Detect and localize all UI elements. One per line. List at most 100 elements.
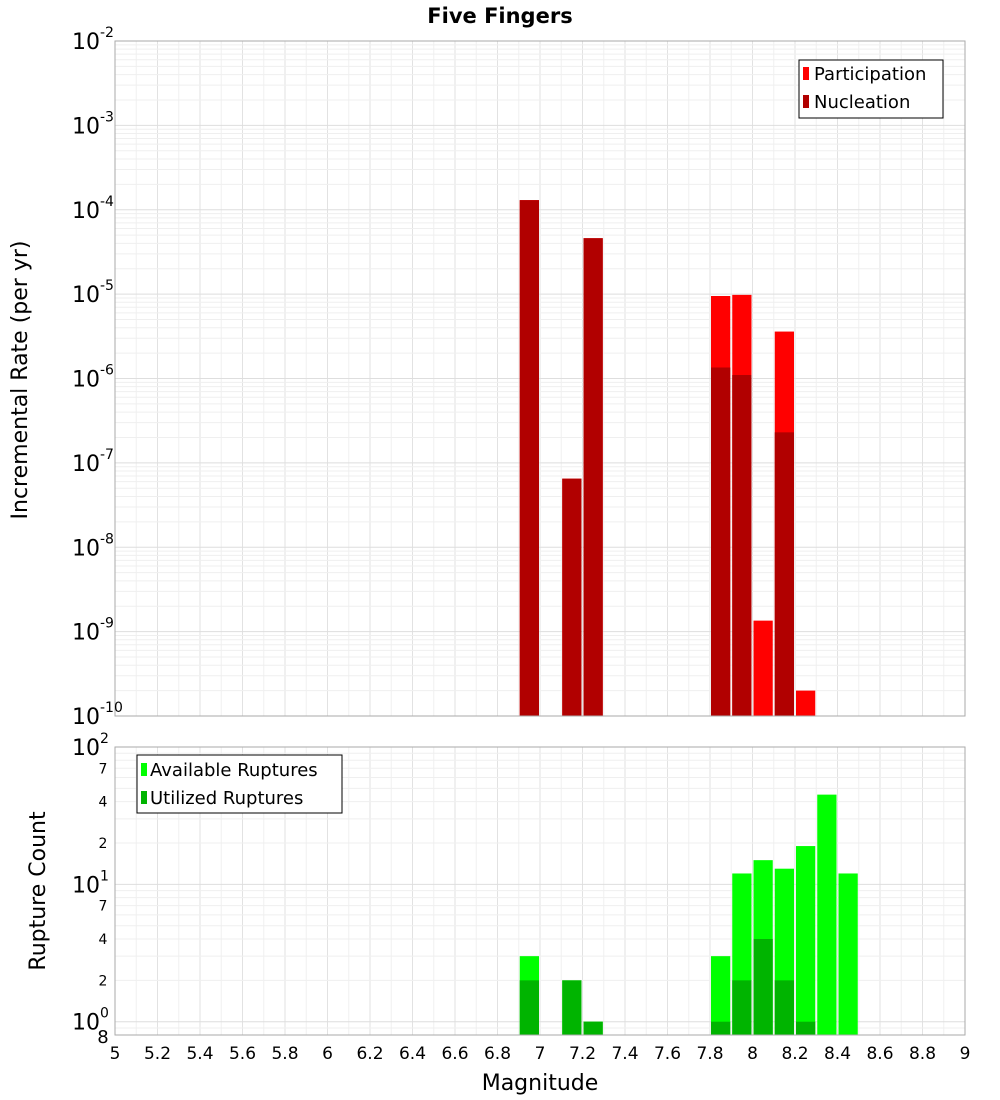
x-tick-label: 8.6 bbox=[866, 1044, 893, 1064]
nucleation-bar bbox=[711, 367, 731, 716]
legend-swatch-participation bbox=[803, 67, 809, 80]
bottom-y-tick-label: 101 bbox=[72, 868, 109, 898]
tick-exponent: -9 bbox=[100, 616, 114, 632]
bottom-y-minor-tick-label: 7 bbox=[99, 761, 108, 777]
legend-swatch-utilized bbox=[141, 791, 147, 804]
nucleation-bar bbox=[583, 238, 603, 716]
bottom-legend: Available Ruptures Utilized Ruptures bbox=[136, 754, 343, 814]
top-y-tick-label: 10-10 bbox=[72, 700, 123, 730]
tick-base: 10 bbox=[72, 536, 100, 561]
top-y-tick-label: 10-8 bbox=[72, 531, 114, 561]
top-y-tick-label: 10-4 bbox=[72, 194, 114, 224]
bottom-y-axis-label: Rupture Count bbox=[26, 811, 51, 971]
top-y-tick-label: 10-7 bbox=[72, 447, 114, 477]
top-legend-box bbox=[798, 59, 944, 119]
tick-exponent: -2 bbox=[100, 25, 114, 41]
available-ruptures-bar bbox=[817, 794, 837, 1035]
x-tick-label: 7.8 bbox=[696, 1044, 723, 1064]
top-bars bbox=[519, 200, 816, 716]
bottom-y-minor-tick-label: 7 bbox=[99, 899, 108, 915]
x-axis-label: Magnitude bbox=[482, 1071, 599, 1096]
tick-base: 10 bbox=[72, 1011, 100, 1036]
utilized-ruptures-bar bbox=[519, 980, 539, 1035]
tick-base: 10 bbox=[72, 30, 100, 55]
utilized-ruptures-bar bbox=[711, 1021, 731, 1035]
legend-label-utilized-ruptures: Utilized Ruptures bbox=[150, 788, 303, 809]
legend-label-participation: Participation bbox=[814, 64, 926, 85]
bottom-y-minor-tick-label: 2 bbox=[99, 836, 108, 852]
x-tick-label: 7 bbox=[535, 1044, 546, 1064]
tick-base: 10 bbox=[72, 736, 100, 761]
legend-label-nucleation: Nucleation bbox=[814, 92, 910, 113]
utilized-ruptures-bar bbox=[583, 1021, 603, 1035]
x-tick-labels: 5 5.2 5.4 5.6 5.8 6 6.2 6.4 6.6 6.8 7 7.2 7.4 7.6 7.8 8… bbox=[110, 1044, 971, 1064]
x-tick-label: 6.8 bbox=[484, 1044, 511, 1064]
bottom-y-minor-tick-label: 8 bbox=[97, 1027, 108, 1048]
x-tick-label: 9 bbox=[960, 1044, 971, 1064]
utilized-ruptures-bar bbox=[796, 1021, 816, 1035]
top-y-tick-label: 10-5 bbox=[72, 278, 114, 308]
tick-exponent: 2 bbox=[100, 731, 109, 747]
nucleation-bar bbox=[774, 432, 794, 716]
utilized-ruptures-bar bbox=[562, 980, 582, 1035]
top-plot-frame bbox=[114, 40, 966, 717]
top-gridlines bbox=[114, 41, 966, 717]
bottom-plot-frame bbox=[114, 746, 966, 1036]
participation-bar bbox=[796, 690, 816, 716]
available-ruptures-bar bbox=[838, 873, 858, 1035]
x-tick-label: 8.2 bbox=[781, 1044, 808, 1064]
bottom-y-minor-tick-label: 4 bbox=[99, 795, 108, 811]
x-tick-label: 7.4 bbox=[611, 1044, 638, 1064]
bottom-y-tick-label: 100 bbox=[72, 1006, 109, 1036]
x-tick-label: 8.4 bbox=[824, 1044, 851, 1064]
top-y-tick-label: 10-2 bbox=[72, 25, 114, 55]
x-tick-label: 5.8 bbox=[271, 1044, 298, 1064]
bottom-legend-box bbox=[136, 754, 343, 814]
top-y-tick-label: 10-6 bbox=[72, 363, 114, 393]
tick-base: 10 bbox=[72, 873, 100, 898]
tick-exponent: -4 bbox=[100, 194, 114, 210]
bottom-y-minor-tick-label: 2 bbox=[99, 973, 108, 989]
chart-title: Five Fingers bbox=[427, 4, 572, 28]
tick-exponent: -10 bbox=[100, 700, 123, 716]
tick-exponent: -8 bbox=[100, 531, 114, 547]
tick-base: 10 bbox=[72, 452, 100, 477]
top-legend: Participation Nucleation bbox=[798, 59, 944, 119]
x-tick-label: 6.6 bbox=[441, 1044, 468, 1064]
utilized-ruptures-bar bbox=[753, 939, 773, 1035]
tick-exponent: -7 bbox=[100, 447, 114, 463]
x-tick-label: 8.8 bbox=[909, 1044, 936, 1064]
top-y-axis-label: Incremental Rate (per yr) bbox=[8, 241, 33, 520]
legend-swatch-nucleation bbox=[803, 95, 809, 108]
x-tick-label: 8 bbox=[747, 1044, 758, 1064]
x-tick-label: 7.2 bbox=[569, 1044, 596, 1064]
x-tick-label: 5.4 bbox=[186, 1044, 213, 1064]
nucleation-bar bbox=[562, 478, 582, 716]
x-tick-label: 5 bbox=[110, 1044, 121, 1064]
utilized-ruptures-bar bbox=[732, 980, 752, 1035]
x-tick-label: 6.4 bbox=[399, 1044, 426, 1064]
legend-label-available-ruptures: Available Ruptures bbox=[150, 760, 318, 781]
bottom-bars bbox=[519, 794, 858, 1035]
participation-bar bbox=[753, 620, 773, 716]
top-y-tick-label: 10-9 bbox=[72, 616, 114, 646]
x-tick-label: 7.6 bbox=[654, 1044, 681, 1064]
x-tick-label: 6.2 bbox=[356, 1044, 383, 1064]
bottom-y-tick-label: 102 bbox=[72, 731, 109, 761]
tick-base: 10 bbox=[72, 114, 100, 139]
available-ruptures-bar bbox=[796, 846, 816, 1035]
available-ruptures-bar bbox=[711, 956, 731, 1035]
tick-base: 10 bbox=[72, 705, 100, 730]
nucleation-bar bbox=[519, 200, 539, 716]
x-tick-label: 6 bbox=[322, 1044, 333, 1064]
tick-exponent: -5 bbox=[100, 278, 114, 294]
bottom-y-minor-tick-label: 4 bbox=[99, 932, 108, 948]
x-tick-label: 5.2 bbox=[144, 1044, 171, 1064]
tick-base: 10 bbox=[72, 283, 100, 308]
legend-swatch-available bbox=[141, 763, 147, 776]
utilized-ruptures-bar bbox=[774, 980, 794, 1035]
